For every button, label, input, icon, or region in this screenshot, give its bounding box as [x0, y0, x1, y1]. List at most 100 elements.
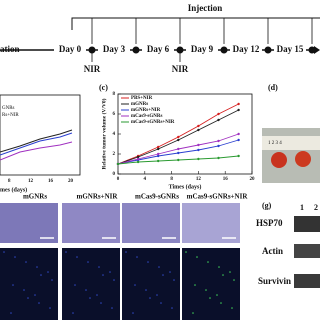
- timeline-node: [132, 46, 140, 54]
- fluor-image: [0, 248, 58, 320]
- data-point: [177, 138, 180, 142]
- fluor-dot: [145, 289, 147, 291]
- data-point: [136, 160, 140, 164]
- data-point: [237, 138, 240, 142]
- panel-b-curve: [0, 132, 73, 156]
- timeline-node: [264, 46, 272, 54]
- data-point: [197, 157, 200, 161]
- timeline-arrow: [314, 46, 320, 54]
- y-tick-label: 0: [113, 172, 116, 177]
- fluor-image: [182, 248, 240, 320]
- axis-label: mes (days): [0, 186, 27, 193]
- data-point: [116, 162, 120, 166]
- fluor-dot: [158, 266, 160, 268]
- data-point: [157, 145, 160, 149]
- label-bg: [274, 44, 306, 56]
- histology-label: mGNRs+NIR: [77, 193, 119, 201]
- nir-label: NIR: [84, 64, 101, 74]
- legend-text: GNRs: [2, 106, 15, 111]
- blot-band: [294, 216, 320, 232]
- legend-text: mGNRs+NIR: [131, 108, 161, 113]
- legend-text: mGNRs: [131, 102, 148, 107]
- data-point: [136, 157, 140, 161]
- fluor-dot: [209, 297, 211, 299]
- fluor-dot: [85, 289, 87, 291]
- fluor-dot: [169, 271, 171, 273]
- timeline-node: [308, 46, 316, 54]
- stain-image: [182, 203, 240, 243]
- fluor-dot: [96, 294, 98, 296]
- fluor-dot: [100, 302, 102, 304]
- nir-label: NIR: [172, 64, 189, 74]
- legend-text: Rs+NIR: [2, 113, 19, 118]
- x-tick-label: 0: [117, 177, 120, 182]
- fluor-dot: [72, 312, 74, 314]
- data-point: [177, 135, 180, 139]
- fluor-dot: [220, 302, 222, 304]
- panel-label: (g): [262, 201, 272, 210]
- ruler: [262, 136, 320, 150]
- fluor-dot: [222, 274, 224, 276]
- fluor-dot: [231, 307, 233, 309]
- fluor-dot: [113, 279, 115, 281]
- fluor-dot: [76, 256, 78, 258]
- stain-image: [122, 203, 180, 243]
- fluor-dot: [149, 297, 151, 299]
- data-point: [157, 154, 160, 158]
- tick-label: 8: [8, 179, 11, 184]
- fluor-dot: [74, 284, 76, 286]
- panel-b-frame: [0, 94, 81, 176]
- data-point: [217, 139, 220, 143]
- panel-label: (c): [99, 83, 108, 92]
- fluor-dot: [147, 261, 149, 263]
- data-point: [237, 102, 240, 106]
- fluor-dot: [111, 307, 113, 309]
- tick-label: 16: [48, 179, 54, 184]
- fluor-dot: [49, 307, 51, 309]
- tumor: [295, 151, 311, 167]
- data-point: [217, 112, 220, 116]
- histology-label: mCas9-sGNRs: [135, 193, 179, 201]
- fluor-dot: [89, 297, 91, 299]
- data-point: [237, 108, 240, 112]
- day-label: Day 12: [233, 44, 260, 54]
- data-point: [217, 144, 220, 148]
- fluor-dot: [65, 251, 67, 253]
- lane-label: 2: [314, 203, 318, 212]
- fluor-dot: [87, 261, 89, 263]
- fluor-dot: [173, 279, 175, 281]
- fluor-dot: [192, 312, 194, 314]
- protein-label: HSP70: [256, 218, 283, 228]
- fluor-dot: [23, 289, 25, 291]
- fluor-dot: [132, 312, 134, 314]
- fluor-dot: [3, 251, 5, 253]
- fluor-dot: [160, 302, 162, 304]
- day-label: Day 3: [103, 44, 126, 54]
- data-point: [157, 147, 160, 151]
- stain-image: [0, 203, 58, 243]
- tick-label: 12: [28, 179, 34, 184]
- fluor-dot: [162, 274, 164, 276]
- panel-b-curve: [0, 141, 73, 161]
- protein-label: Actin: [262, 246, 283, 256]
- fluor-image: [62, 248, 120, 320]
- panel-label: (d): [268, 83, 278, 92]
- data-point: [197, 124, 200, 128]
- y-tick-label: 8: [113, 92, 116, 97]
- data-point: [197, 148, 200, 152]
- fluor-dot: [194, 284, 196, 286]
- injection-bracket: [71, 17, 320, 30]
- x-axis-label: Times (days): [169, 183, 202, 190]
- data-point: [157, 152, 160, 156]
- fluor-dot: [14, 256, 16, 258]
- y-axis-label: Relative tumor volume (V/V0): [100, 98, 107, 169]
- label-bg: [142, 44, 174, 56]
- fluor-dot: [229, 271, 231, 273]
- blot-band: [294, 244, 320, 258]
- day-label: Day 6: [147, 44, 170, 54]
- fluor-dot: [10, 312, 12, 314]
- protein-label: Survivin: [258, 276, 291, 286]
- fluor-dot: [36, 266, 38, 268]
- y-tick-label: 6: [113, 112, 116, 117]
